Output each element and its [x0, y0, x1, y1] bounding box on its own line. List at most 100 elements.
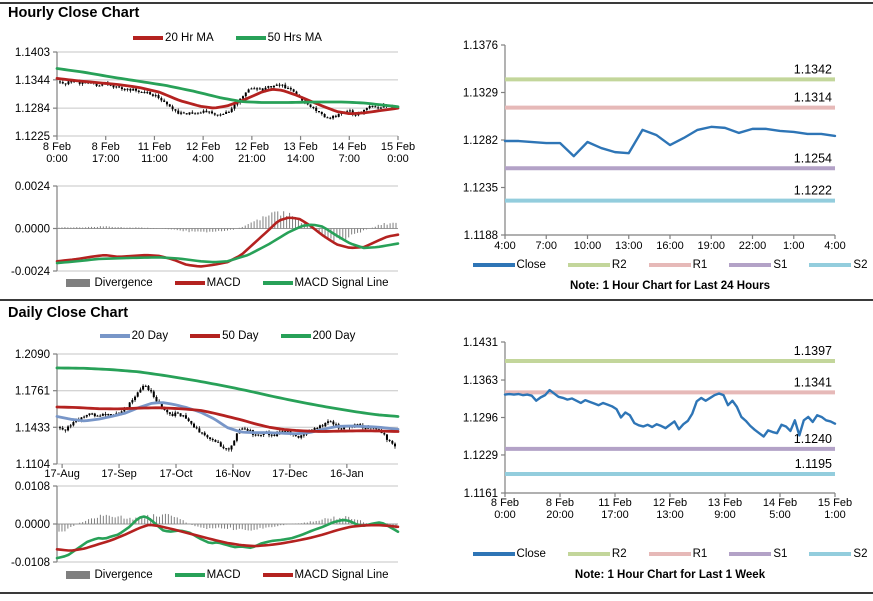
daily-ma-legend: 20 Day 50 Day 200 Day [57, 330, 398, 342]
legend-item-r2: R2 [567, 259, 627, 271]
legend-item-20-hr-ma: 20 Hr MA [133, 32, 214, 44]
svg-text:0:00: 0:00 [387, 153, 408, 165]
svg-text:1.1235: 1.1235 [463, 183, 498, 195]
legend-item-s1: S1 [729, 548, 787, 560]
legend-label: MACD [206, 277, 241, 289]
svg-text:1.1761: 1.1761 [15, 386, 50, 398]
legend-item-close: Close [472, 259, 546, 271]
svg-text:4:00: 4:00 [824, 240, 845, 252]
svg-text:4:00: 4:00 [494, 240, 515, 252]
hourly-section-title: Hourly Close Chart [8, 5, 140, 21]
svg-text:16-Jan: 16-Jan [330, 468, 364, 480]
line-swatch-icon [648, 552, 691, 556]
svg-text:0.0000: 0.0000 [15, 519, 50, 531]
legend-label: S2 [853, 548, 868, 560]
svg-text:11:00: 11:00 [141, 153, 168, 165]
svg-text:17-Aug: 17-Aug [44, 468, 79, 480]
line-swatch-icon [235, 36, 266, 40]
svg-text:1.1329: 1.1329 [463, 88, 498, 100]
svg-text:5:00: 5:00 [769, 509, 790, 521]
legend-label: MACD Signal Line [294, 277, 389, 289]
svg-text:7:00: 7:00 [339, 153, 360, 165]
svg-text:0.0024: 0.0024 [15, 181, 51, 193]
line-swatch-icon [280, 334, 311, 338]
daily-section-title: Daily Close Chart [8, 305, 129, 321]
svg-text:15 Feb: 15 Feb [381, 141, 415, 153]
svg-text:16-Nov: 16-Nov [215, 468, 251, 480]
legend-label: 200 Day [312, 330, 356, 342]
svg-text:14:00: 14:00 [287, 153, 315, 165]
legend-label: Divergence [94, 277, 153, 289]
svg-text:1:00: 1:00 [824, 509, 845, 521]
svg-text:8 Feb: 8 Feb [491, 497, 519, 509]
legend-label: MACD Signal Line [294, 569, 389, 581]
daily-macd-chart: 0.0108 0.0000 -0.0108 [11, 481, 400, 569]
svg-text:1.1397: 1.1397 [794, 344, 832, 358]
legend-item-200-day: 200 Day [280, 330, 356, 342]
legend-item-s2: S2 [809, 259, 867, 271]
svg-text:17:00: 17:00 [92, 153, 120, 165]
legend-item-macd-signal-line: MACD Signal Line [262, 569, 389, 581]
line-swatch-icon [472, 552, 515, 556]
legend-item-50-day: 50 Day [190, 330, 259, 342]
svg-text:10:00: 10:00 [574, 240, 602, 252]
bar-swatch-icon [66, 571, 91, 579]
svg-text:19:00: 19:00 [697, 240, 725, 252]
line-swatch-icon [567, 552, 610, 556]
svg-text:0.0000: 0.0000 [15, 224, 50, 236]
line-swatch-icon [472, 263, 515, 267]
svg-text:0:00: 0:00 [494, 509, 515, 521]
svg-text:1.1254: 1.1254 [794, 151, 832, 165]
svg-text:-0.0024: -0.0024 [11, 266, 51, 278]
line-swatch-icon [262, 573, 293, 577]
legend-label: 50 Day [222, 330, 259, 342]
svg-text:1.1296: 1.1296 [463, 413, 498, 425]
svg-text:8 Feb: 8 Feb [92, 141, 120, 153]
legend-label: 20 Hr MA [165, 32, 214, 44]
svg-text:13 Feb: 13 Feb [708, 497, 742, 509]
svg-text:1.1376: 1.1376 [463, 40, 498, 52]
svg-text:1.1282: 1.1282 [463, 135, 498, 147]
legend-label: R1 [692, 548, 708, 560]
weekly-note: Note: 1 Hour Chart for Last 1 Week [574, 569, 766, 581]
legend-item-r1: R1 [648, 259, 707, 271]
svg-text:12 Feb: 12 Feb [235, 141, 269, 153]
legend-item-macd-signal-line: MACD Signal Line [262, 277, 389, 289]
svg-text:1.1431: 1.1431 [463, 337, 498, 349]
svg-text:17-Sep: 17-Sep [101, 468, 136, 480]
legend-label: R2 [611, 259, 627, 271]
svg-text:7:00: 7:00 [536, 240, 557, 252]
legend-label: S2 [853, 259, 868, 271]
svg-text:1.1188: 1.1188 [464, 230, 498, 242]
svg-text:0:00: 0:00 [46, 153, 67, 165]
divider-bottom [0, 592, 873, 594]
svg-text:11 Feb: 11 Feb [138, 141, 171, 153]
svg-text:12 Feb: 12 Feb [653, 497, 687, 509]
legend-item-divergence: Divergence [66, 277, 153, 289]
line-swatch-icon [133, 36, 164, 40]
hourly-levels-legend: Close R2 R1 S1 S2 [472, 259, 867, 271]
svg-text:1.1284: 1.1284 [15, 103, 51, 115]
legend-label: 20 Day [131, 330, 169, 342]
svg-text:1.1344: 1.1344 [15, 75, 51, 87]
svg-text:21:00: 21:00 [238, 153, 266, 165]
svg-text:13:00: 13:00 [656, 509, 684, 521]
line-swatch-icon [809, 263, 852, 267]
svg-text:8 Feb: 8 Feb [43, 141, 71, 153]
svg-text:20:00: 20:00 [546, 509, 574, 521]
line-swatch-icon [174, 573, 205, 577]
svg-text:15 Feb: 15 Feb [818, 497, 852, 509]
svg-text:0.0108: 0.0108 [15, 481, 50, 493]
svg-text:1:00: 1:00 [783, 240, 804, 252]
legend-item-r2: R2 [567, 548, 627, 560]
svg-text:1.1229: 1.1229 [463, 450, 498, 462]
svg-text:22:00: 22:00 [739, 240, 767, 252]
svg-text:1.2090: 1.2090 [15, 349, 50, 361]
legend-item-50-hrs-ma: 50 Hrs MA [235, 32, 322, 44]
svg-text:12 Feb: 12 Feb [186, 141, 220, 153]
line-swatch-icon [174, 281, 205, 285]
svg-text:14 Feb: 14 Feb [332, 141, 366, 153]
svg-text:16:00: 16:00 [656, 240, 684, 252]
